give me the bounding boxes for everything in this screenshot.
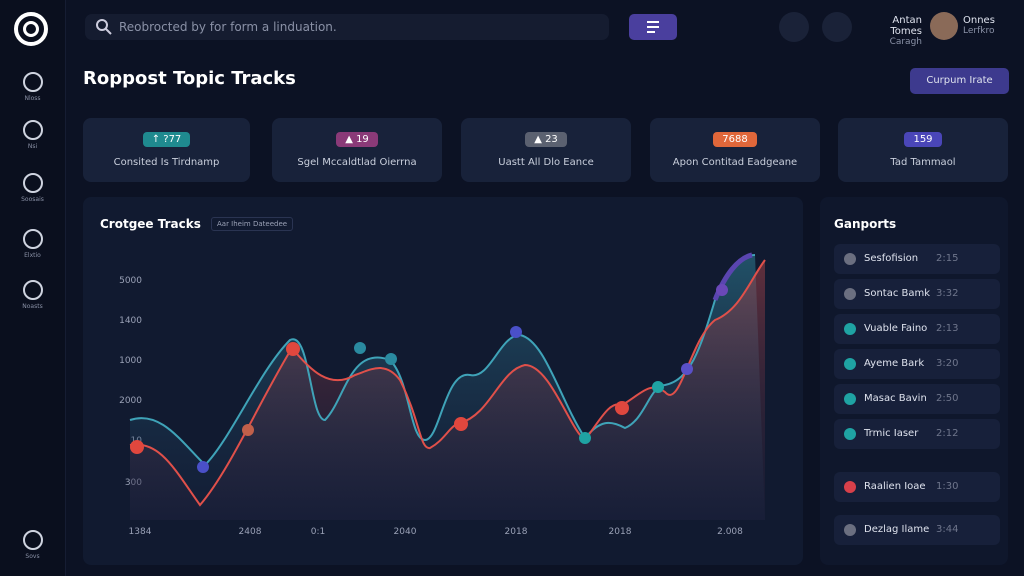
card-badge: ▲ 23: [525, 132, 567, 147]
user-info: Antan Tomes Caragh: [862, 15, 922, 47]
item-dot: [844, 253, 856, 265]
panel-item[interactable]: Sontac Bamk 3:32: [834, 279, 1000, 309]
sidebar: Nloss Nsi Soosais Elxtio Noasts Sovs: [0, 0, 66, 576]
card-badge: ▲ 19: [336, 132, 378, 147]
user-role-2: Lerfkro: [963, 26, 995, 36]
sidebar-label: Sovs: [25, 553, 40, 560]
panel-item[interactable]: Vuable Faino 2:13: [834, 314, 1000, 344]
panel-item[interactable]: Dezlag Ilame 3:44: [834, 515, 1000, 545]
sidebar-label: Elxtio: [24, 252, 41, 259]
item-dot: [844, 481, 856, 493]
card-label: Sgel Mccaldtlad Oierrna: [297, 157, 417, 168]
notifications[interactable]: [779, 12, 809, 42]
search-placeholder: Reobrocted by for form a linduation.: [119, 20, 337, 34]
search-icon: [96, 19, 112, 35]
item-dot: [844, 288, 856, 300]
card-badge: ↑ ?77: [142, 132, 191, 147]
card-label: Uastt All Dlo Eance: [498, 157, 594, 168]
sidebar-label: Soosais: [21, 196, 44, 203]
search-bar[interactable]: Reobrocted by for form a linduation.: [85, 14, 609, 40]
item-time: 2:12: [936, 428, 959, 439]
chart-chip[interactable]: Aar Iheim Dateedee: [211, 217, 294, 231]
card-label: Consited Is Tirdnamp: [113, 157, 220, 168]
sidebar-label: Noasts: [22, 303, 43, 310]
stat-card: ↑ ?77 Consited Is Tirdnamp: [83, 118, 250, 182]
sidebar-item[interactable]: Nloss: [0, 72, 65, 102]
sidebar-icon: [22, 280, 43, 300]
item-time: 3:32: [936, 288, 959, 299]
sidebar-icon: [22, 72, 43, 92]
panel-item[interactable]: Raalien Ioae 1:30: [834, 472, 1000, 502]
filter-button[interactable]: [629, 14, 677, 40]
user-name-2: Onnes: [963, 15, 995, 26]
item-time: 3:20: [936, 358, 959, 369]
filter-icon: [647, 21, 659, 33]
chart-panel: Crotgee Tracks Aar Iheim Dateedee: [83, 197, 803, 565]
user-name: Antan Tomes: [890, 15, 922, 37]
sidebar-label: Nsi: [27, 143, 38, 150]
sidebar-icon: [22, 120, 43, 140]
panel-title: Ganports: [834, 217, 897, 231]
stat-card: ▲ 23 Uastt All Dlo Eance: [461, 118, 631, 182]
user-info-2: Onnes Lerfkro: [963, 15, 995, 36]
item-time: 1:30: [936, 481, 959, 492]
item-name: Trmic Iaser: [864, 428, 919, 439]
sidebar-item[interactable]: Noasts: [0, 280, 65, 310]
page-title: Roppost Topic Tracks: [83, 68, 296, 89]
item-time: 2:50: [936, 393, 959, 404]
action-button[interactable]: Curpum Irate: [910, 68, 1009, 94]
sidebar-item[interactable]: Soosais: [0, 173, 65, 203]
sidebar-icon: [22, 229, 43, 249]
logo[interactable]: [14, 12, 48, 46]
card-label: Tad Tammaol: [890, 157, 956, 168]
item-time: 2:15: [936, 253, 959, 264]
item-dot: [844, 393, 856, 405]
panel-item[interactable]: Masac Bavin 2:50: [834, 384, 1000, 414]
sidebar-item[interactable]: Elxtio: [0, 229, 65, 259]
item-name: Sontac Bamk: [864, 288, 931, 299]
panel-item[interactable]: Sesfofision 2:15: [834, 244, 1000, 274]
item-dot: [844, 323, 856, 335]
sidebar-label: Nloss: [24, 95, 41, 102]
messages[interactable]: [822, 12, 852, 42]
stat-card: ▲ 19 Sgel Mccaldtlad Oierrna: [272, 118, 442, 182]
sidebar-item[interactable]: Nsi: [0, 120, 65, 150]
card-badge: 7688: [713, 132, 757, 147]
sidebar-item[interactable]: Sovs: [0, 530, 65, 560]
avatar[interactable]: [930, 12, 958, 40]
item-name: Dezlag Ilame: [864, 524, 930, 535]
item-name: Ayeme Bark: [864, 358, 925, 369]
chart-title: Crotgee Tracks: [100, 217, 201, 231]
item-dot: [844, 524, 856, 536]
item-name: Vuable Faino: [864, 323, 928, 334]
item-dot: [844, 428, 856, 440]
panel-item[interactable]: Ayeme Bark 3:20: [834, 349, 1000, 379]
item-time: 2:13: [936, 323, 959, 334]
card-badge: 159: [904, 132, 942, 147]
stat-card: 7688 Apon Contitad Eadgeane: [650, 118, 820, 182]
user-role: Caragh: [889, 37, 922, 47]
item-dot: [844, 358, 856, 370]
panel-item[interactable]: Trmic Iaser 2:12: [834, 419, 1000, 449]
card-label: Apon Contitad Eadgeane: [672, 157, 798, 168]
sidebar-icon: [22, 173, 43, 193]
item-time: 3:44: [936, 524, 959, 535]
sidebar-icon: [22, 530, 43, 550]
item-name: Masac Bavin: [864, 393, 927, 404]
item-name: Sesfofision: [864, 253, 919, 264]
stat-card: 159 Tad Tammaol: [838, 118, 1008, 182]
item-name: Raalien Ioae: [864, 481, 926, 492]
